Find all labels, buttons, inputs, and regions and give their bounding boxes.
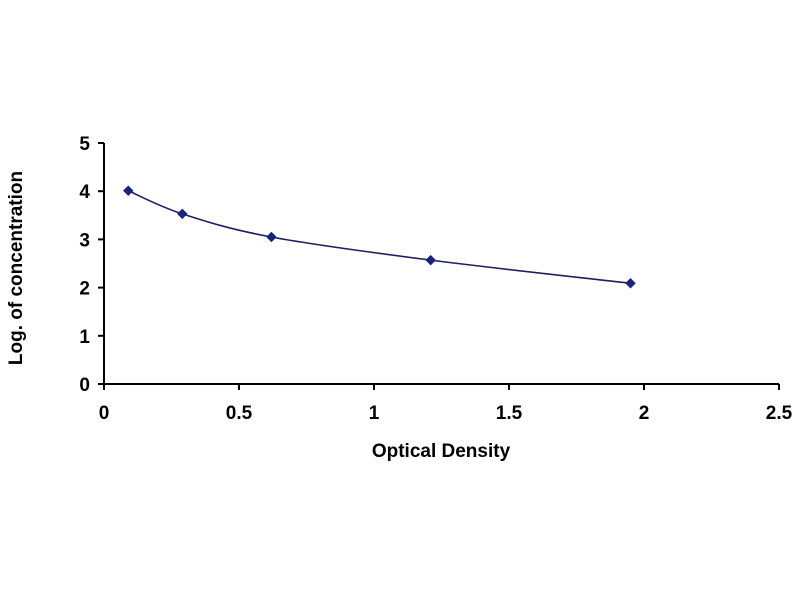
y-tick-label: 4 <box>79 182 90 203</box>
series-layer <box>122 185 636 289</box>
x-tick-label: 0.5 <box>226 403 253 424</box>
y-tick-label: 1 <box>79 327 90 348</box>
x-axis-title: Optical Density <box>372 441 511 462</box>
y-tick-label: 2 <box>79 279 90 300</box>
x-tick-label: 0 <box>99 403 110 424</box>
series-line <box>127 189 631 285</box>
data-point-marker <box>625 277 636 289</box>
tick-labels: 0 0.5 1 1.5 2 2.5 0 1 2 3 4 5 <box>79 134 792 424</box>
x-tick-label: 2 <box>639 403 650 424</box>
data-point-marker <box>122 185 134 197</box>
y-tick-label: 3 <box>79 230 90 251</box>
ticks <box>98 142 780 390</box>
y-tick-label: 0 <box>79 375 90 396</box>
data-point-marker <box>176 208 188 220</box>
y-tick-label: 5 <box>79 134 90 155</box>
axes <box>103 143 779 385</box>
data-point-marker <box>266 231 277 243</box>
x-tick-label: 2.5 <box>766 403 793 424</box>
x-tick-label: 1 <box>369 403 380 424</box>
x-tick-label: 1.5 <box>496 403 523 424</box>
y-axis-title: Log. of concentration <box>6 171 27 365</box>
data-point-marker <box>425 254 437 266</box>
